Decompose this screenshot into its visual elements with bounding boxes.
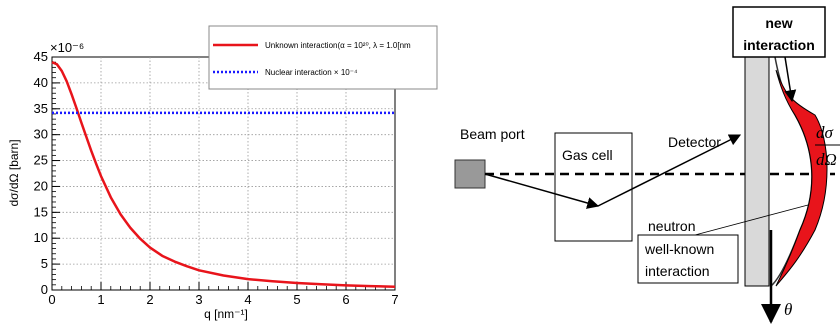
- tick-label-y: 40: [34, 75, 48, 90]
- tick-label-x: 3: [195, 292, 202, 307]
- theta-label: θ: [784, 300, 792, 319]
- gas-cell-label: Gas cell: [562, 147, 613, 163]
- new-interaction-pointer: [784, 56, 797, 103]
- tick-label-y: 25: [34, 153, 48, 168]
- experiment-diagram: Beam port Gas cell neutron Detector θ dσ…: [454, 6, 840, 324]
- beam-port-label: Beam port: [460, 126, 525, 142]
- grid-lines: [52, 57, 395, 290]
- y-exponent-label: ×10⁻⁶: [50, 40, 84, 55]
- tick-label-y: 0: [41, 282, 48, 297]
- tick-label-x: 7: [391, 292, 398, 307]
- cross-section-denominator: dΩ: [816, 150, 837, 169]
- legend: Unknown interaction(α = 10²⁰, λ = 1.0[nm…: [208, 25, 438, 90]
- tick-label-x: 0: [48, 292, 55, 307]
- series-line-unknown-interaction: [51, 61, 396, 289]
- tick-label-y: 45: [34, 49, 48, 64]
- tick-label-y: 35: [34, 101, 48, 116]
- tick-label-y: 10: [34, 230, 48, 245]
- tick-label-y: 20: [34, 178, 48, 193]
- legend-entry-nuclear: Nuclear interaction × 10⁻⁴: [265, 68, 358, 77]
- well-known-pointer: [694, 204, 809, 236]
- tick-label-x: 6: [342, 292, 349, 307]
- neutron-label: neutron: [648, 218, 695, 234]
- neutron-path-out: [597, 134, 742, 207]
- tick-label-y: 15: [34, 204, 48, 219]
- well-known-box: [637, 234, 739, 284]
- new-interaction-label-line2: interaction: [743, 37, 815, 53]
- legend-box: [208, 25, 438, 90]
- cross-section-numerator: dσ: [816, 123, 834, 142]
- gas-cell-box: [554, 132, 633, 242]
- x-axis-title: q [nm⁻¹]: [204, 307, 248, 321]
- new-interaction-distribution: [775, 69, 828, 287]
- new-interaction-label-line1: new: [765, 15, 792, 31]
- legend-entry-unknown: Unknown interaction(α = 10²⁰, λ = 1.0[nm: [265, 41, 411, 50]
- neutron-path-in: [484, 173, 600, 209]
- tick-label-x: 2: [146, 292, 153, 307]
- tick-label-x: 4: [244, 292, 251, 307]
- well-known-label-line1: well-known: [644, 241, 714, 257]
- tick-label-y: 30: [34, 127, 48, 142]
- tick-label-x: 1: [97, 292, 104, 307]
- well-known-distribution: [770, 32, 813, 287]
- tick-label-x: 5: [293, 292, 300, 307]
- well-known-label-line2: interaction: [645, 263, 710, 279]
- detector-label: Detector: [668, 134, 721, 150]
- new-interaction-box: [732, 6, 826, 58]
- tick-label-y: 5: [41, 256, 48, 271]
- detector-plate: [744, 32, 770, 287]
- beam-port-block: [454, 159, 486, 189]
- plot-frame: [51, 56, 396, 291]
- series-lines: [51, 61, 396, 289]
- y-axis-title: dσ/dΩ [barn]: [7, 139, 21, 206]
